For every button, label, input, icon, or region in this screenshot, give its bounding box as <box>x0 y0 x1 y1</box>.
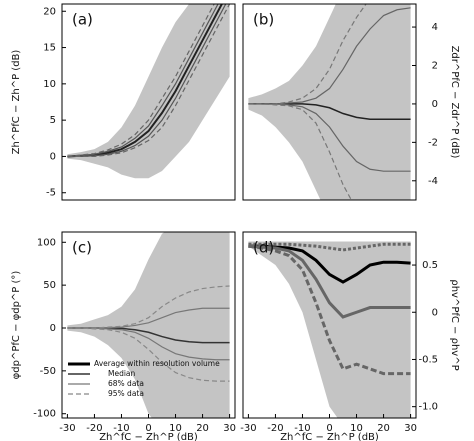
y-axis-label: Zh^PfC − Zh^P (dB) <box>11 50 22 155</box>
x-tick-label: 30 <box>404 423 417 434</box>
y-tick-label: 50 <box>43 280 56 291</box>
x-tick-label: 20 <box>196 423 209 434</box>
plot-area <box>248 4 411 200</box>
y-tick-label: 5 <box>50 115 56 126</box>
series-line <box>248 242 411 252</box>
series-line <box>67 4 215 158</box>
y-tick-label: 2 <box>432 60 438 71</box>
x-tick-label: -30 <box>59 423 75 434</box>
series-line <box>248 244 411 319</box>
y-tick-label: 0.5 <box>422 260 438 271</box>
panel-label: (b) <box>253 11 274 29</box>
y-tick-label: -100 <box>33 409 56 420</box>
y-tick-label: 0 <box>432 99 438 110</box>
spread-area <box>248 241 411 418</box>
y-tick-label: -5 <box>46 188 56 199</box>
plot-area <box>67 232 230 418</box>
spread-area <box>248 4 411 200</box>
series-line <box>248 103 353 200</box>
x-tick-label: 10 <box>350 423 363 434</box>
x-tick-label: -20 <box>267 423 283 434</box>
y-tick-label: 15 <box>43 43 56 54</box>
y-tick-label: -2 <box>428 137 438 148</box>
legend-label: Median <box>108 369 136 378</box>
y-axis-label: Zdr^PfC − Zdr^P (dB) <box>449 46 460 159</box>
plot-area <box>67 4 231 179</box>
spread-area <box>67 4 230 179</box>
series-line <box>248 244 411 376</box>
y-tick-label: 100 <box>37 237 56 248</box>
plot-frame <box>61 3 236 201</box>
y-tick-label: 0 <box>50 151 56 162</box>
x-tick-label: -30 <box>240 423 256 434</box>
y-tick-label: 0 <box>432 307 438 318</box>
spread-area <box>67 232 230 418</box>
x-axis-label: Zh^fC − Zh^P (dB) <box>99 432 198 441</box>
panel-label: (a) <box>72 11 93 29</box>
y-tick-label: 0 <box>50 323 56 334</box>
series-line <box>67 4 219 158</box>
series-line <box>67 4 231 158</box>
legend-label: 95% data <box>108 389 144 398</box>
series-line <box>67 327 230 382</box>
x-tick-label: -10 <box>294 423 310 434</box>
x-tick-label: 20 <box>377 423 390 434</box>
x-tick-label: 30 <box>223 423 236 434</box>
y-axis-label: ρhv^PfC − ρhv^P <box>449 279 460 370</box>
y-tick-label: 10 <box>43 79 56 90</box>
legend-label: 68% data <box>108 379 144 388</box>
series-line <box>67 4 227 158</box>
y-tick-label: -50 <box>40 366 56 377</box>
legend-label: Average within resolution volume <box>94 359 220 368</box>
y-tick-label: 20 <box>43 6 56 17</box>
y-tick-label: -0.5 <box>418 354 438 365</box>
y-tick-label: -1.0 <box>418 402 438 413</box>
series-line <box>67 4 224 158</box>
series-line <box>248 4 367 105</box>
x-tick-label: -10 <box>113 423 129 434</box>
series-line <box>67 285 230 329</box>
panel-label: (c) <box>72 239 92 257</box>
panel-label: (d) <box>253 239 274 257</box>
x-tick-label: 0 <box>326 423 332 434</box>
y-tick-label: 4 <box>432 22 438 33</box>
y-axis-label: φdp^PfC − φdp^P (°) <box>11 271 22 380</box>
plot-frame <box>242 3 417 201</box>
x-tick-label: 0 <box>145 423 151 434</box>
x-tick-label: 10 <box>169 423 182 434</box>
plot-area <box>248 241 411 418</box>
y-tick-label: -4 <box>428 176 438 187</box>
x-axis-label: Zh^fC − Zh^P (dB) <box>280 432 379 441</box>
x-tick-label: -20 <box>86 423 102 434</box>
